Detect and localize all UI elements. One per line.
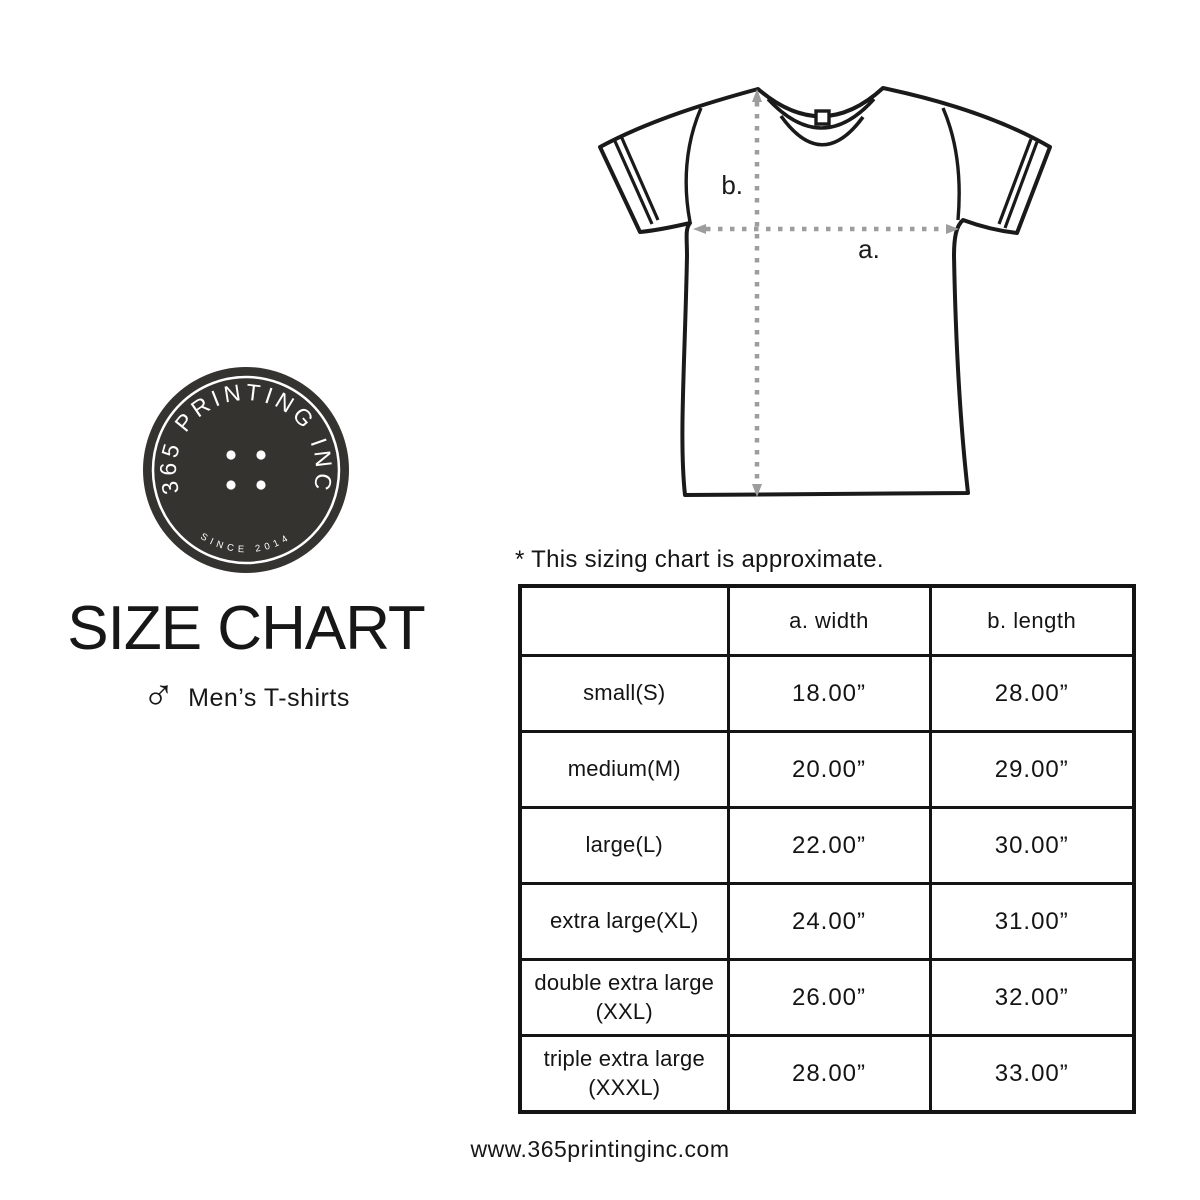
tshirt-outline	[598, 86, 1052, 497]
footer-url: www.365printinginc.com	[470, 1136, 730, 1162]
collar-band-arc	[779, 114, 865, 147]
table-header-row: a. width b. length	[518, 584, 1136, 657]
width-cell: 26.00”	[726, 958, 932, 1037]
neck-tag-icon	[814, 109, 831, 126]
length-cell: 31.00”	[928, 882, 1136, 961]
page-title: SIZE CHART	[67, 594, 425, 663]
size-cell: triple extra large (XXXL)	[518, 1034, 730, 1114]
header-width-cell: a. width	[726, 584, 932, 657]
size-cell: large(L)	[518, 806, 730, 885]
header-length-cell: b. length	[928, 584, 1136, 657]
table-row: large(L) 22.00” 30.00”	[518, 806, 1136, 885]
length-cell: 33.00”	[928, 1034, 1136, 1114]
header-size-cell	[518, 584, 730, 657]
width-cell: 22.00”	[726, 806, 932, 885]
right-armhole-seam	[941, 107, 961, 221]
table-row: medium(M) 20.00” 29.00”	[518, 730, 1136, 809]
width-cell: 18.00”	[726, 654, 932, 733]
size-cell: medium(M)	[518, 730, 730, 809]
length-cell: 32.00”	[928, 958, 1136, 1037]
tshirt-diagram: b. a.	[560, 60, 1080, 540]
left-armhole-seam	[684, 107, 703, 223]
width-cell: 28.00”	[726, 1034, 932, 1114]
size-table: a. width b. length small(S) 18.00” 28.00…	[518, 584, 1136, 1114]
left-cuff-band	[612, 135, 660, 225]
subtitle-row: ♂ Men’s T-shirts	[142, 671, 350, 720]
size-cell: double extra large (XXL)	[518, 958, 730, 1037]
subtitle-label: Men’s T-shirts	[188, 683, 350, 712]
length-cell: 29.00”	[928, 730, 1136, 809]
button-badge-icon: 365 PRINTING INC SINCE 2014	[143, 367, 349, 573]
button-holes-icon	[226, 450, 266, 490]
size-cell: small(S)	[518, 654, 730, 733]
size-cell: extra large(XL)	[518, 882, 730, 961]
left-column: 365 PRINTING INC SINCE 2014 SIZE CHART ♂…	[0, 0, 492, 720]
table-row: triple extra large (XXXL) 28.00” 33.00”	[518, 1034, 1136, 1114]
right-cuff-band	[997, 138, 1039, 229]
table-row: small(S) 18.00” 28.00”	[518, 654, 1136, 733]
length-cell: 30.00”	[928, 806, 1136, 885]
male-symbol-icon: ♂	[142, 671, 176, 720]
table-row: double extra large (XXL) 26.00” 32.00”	[518, 958, 1136, 1037]
length-arrow-label: b.	[721, 170, 743, 200]
badge-circle	[143, 367, 349, 573]
table-row: extra large(XL) 24.00” 31.00”	[518, 882, 1136, 961]
brand-logo: 365 PRINTING INC SINCE 2014	[136, 360, 356, 580]
width-cell: 24.00”	[726, 882, 932, 961]
badge-ring	[151, 375, 341, 565]
width-arrow	[693, 224, 959, 234]
width-cell: 20.00”	[726, 730, 932, 809]
approximate-note: * This sizing chart is approximate.	[515, 546, 884, 573]
width-arrow-label: a.	[858, 234, 880, 264]
length-arrow	[752, 89, 762, 497]
collar-inner-arc	[766, 97, 876, 130]
length-cell: 28.00”	[928, 654, 1136, 733]
